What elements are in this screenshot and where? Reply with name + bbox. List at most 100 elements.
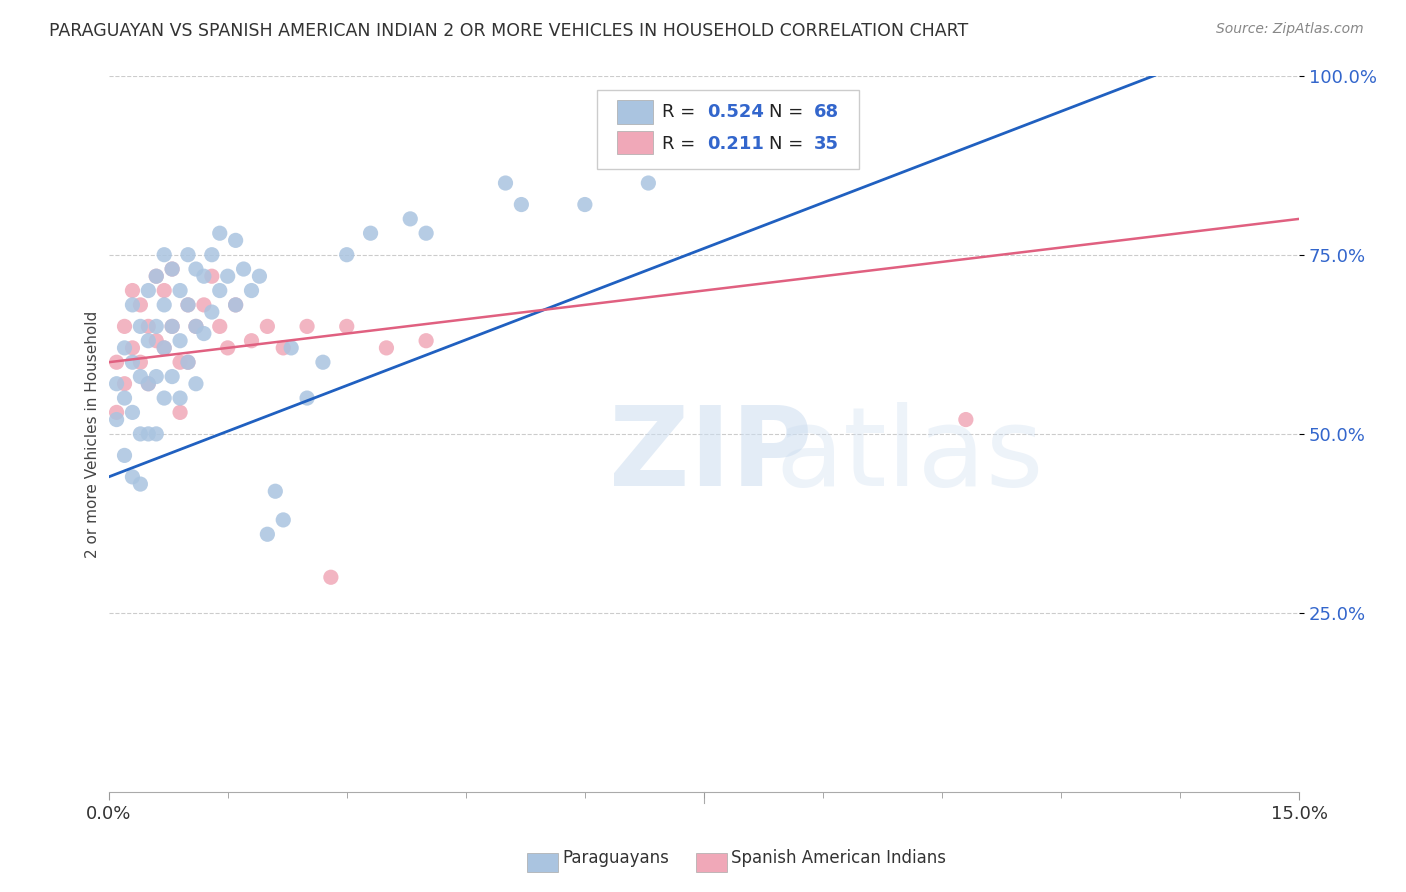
Point xyxy=(271,513,294,527)
Text: 0.211: 0.211 xyxy=(707,135,765,153)
Text: ZIP: ZIP xyxy=(609,402,813,509)
Point xyxy=(153,298,176,312)
Point xyxy=(114,341,136,355)
Text: R =: R = xyxy=(662,103,702,121)
Point xyxy=(153,341,176,355)
Point xyxy=(184,262,207,277)
Point xyxy=(145,269,167,284)
Point xyxy=(201,269,224,284)
Point xyxy=(360,226,382,240)
Point xyxy=(121,284,143,298)
Point xyxy=(114,449,136,463)
Text: R =: R = xyxy=(662,135,702,153)
Point xyxy=(177,298,200,312)
Text: N =: N = xyxy=(769,135,810,153)
Text: 35: 35 xyxy=(814,135,838,153)
Point xyxy=(136,426,159,441)
Point xyxy=(193,326,215,341)
Point xyxy=(169,391,191,405)
Point xyxy=(225,298,247,312)
Point xyxy=(129,355,152,369)
Text: 0.524: 0.524 xyxy=(707,103,765,121)
Point xyxy=(145,334,167,348)
Point xyxy=(121,355,143,369)
Point xyxy=(271,341,294,355)
Point xyxy=(160,262,183,277)
Y-axis label: 2 or more Vehicles in Household: 2 or more Vehicles in Household xyxy=(86,310,100,558)
Point xyxy=(160,369,183,384)
Point xyxy=(184,319,207,334)
Point xyxy=(652,140,675,154)
Point xyxy=(232,262,254,277)
Point xyxy=(153,248,176,262)
Text: Source: ZipAtlas.com: Source: ZipAtlas.com xyxy=(1216,22,1364,37)
Point xyxy=(319,570,342,584)
Point xyxy=(136,376,159,391)
Point xyxy=(153,284,176,298)
Point xyxy=(169,355,191,369)
Point xyxy=(114,319,136,334)
Point xyxy=(145,426,167,441)
Point xyxy=(105,355,128,369)
Point xyxy=(114,376,136,391)
Point xyxy=(574,197,596,211)
Point xyxy=(169,334,191,348)
Point xyxy=(256,319,278,334)
FancyBboxPatch shape xyxy=(617,100,652,124)
Point xyxy=(136,376,159,391)
Point xyxy=(160,319,183,334)
Point xyxy=(375,341,398,355)
Point xyxy=(153,391,176,405)
FancyBboxPatch shape xyxy=(596,90,859,169)
Point xyxy=(177,355,200,369)
Point xyxy=(193,298,215,312)
Point xyxy=(105,405,128,419)
Point xyxy=(510,197,533,211)
Point xyxy=(280,341,302,355)
Point xyxy=(121,405,143,419)
Point xyxy=(208,226,231,240)
Point xyxy=(217,341,239,355)
Point xyxy=(184,319,207,334)
Point xyxy=(336,248,359,262)
Point xyxy=(495,176,517,190)
Point xyxy=(613,154,636,169)
Point xyxy=(295,391,318,405)
Point xyxy=(693,154,716,169)
Point xyxy=(312,355,335,369)
Point xyxy=(105,376,128,391)
Point xyxy=(129,426,152,441)
Point xyxy=(733,119,755,133)
Point xyxy=(336,319,359,334)
Point xyxy=(105,412,128,426)
Point xyxy=(177,355,200,369)
Point xyxy=(153,341,176,355)
Point xyxy=(121,341,143,355)
Point xyxy=(399,211,422,226)
Point xyxy=(415,226,437,240)
Point xyxy=(136,284,159,298)
Point xyxy=(201,305,224,319)
Point xyxy=(121,298,143,312)
Point xyxy=(637,176,659,190)
Point xyxy=(208,284,231,298)
Point xyxy=(217,269,239,284)
Point xyxy=(129,369,152,384)
Point xyxy=(114,391,136,405)
Point xyxy=(160,319,183,334)
Point xyxy=(208,319,231,334)
Point xyxy=(193,269,215,284)
Point xyxy=(129,298,152,312)
Text: 68: 68 xyxy=(814,103,838,121)
Text: Paraguayans: Paraguayans xyxy=(562,849,669,867)
Point xyxy=(240,334,263,348)
Point xyxy=(177,298,200,312)
Point xyxy=(121,470,143,484)
Point xyxy=(295,319,318,334)
Point xyxy=(129,319,152,334)
Point xyxy=(184,376,207,391)
Point xyxy=(136,319,159,334)
Point xyxy=(264,484,287,499)
Point xyxy=(177,248,200,262)
Point xyxy=(145,369,167,384)
